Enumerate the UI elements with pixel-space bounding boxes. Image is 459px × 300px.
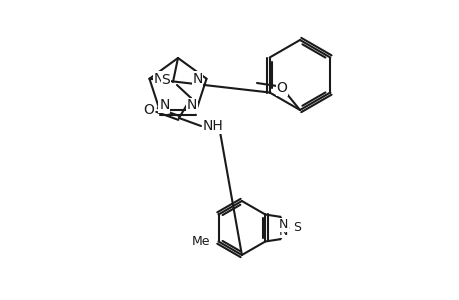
- Text: O: O: [143, 103, 154, 117]
- Text: S: S: [292, 221, 301, 235]
- Text: N: N: [278, 225, 287, 238]
- Text: NH: NH: [202, 119, 223, 133]
- Text: N: N: [186, 98, 196, 112]
- Text: N: N: [153, 72, 163, 86]
- Text: N: N: [159, 98, 169, 112]
- Text: N: N: [278, 218, 287, 231]
- Text: S: S: [161, 73, 170, 87]
- Text: Me: Me: [191, 235, 209, 248]
- Text: O: O: [276, 81, 287, 95]
- Text: N: N: [192, 72, 202, 86]
